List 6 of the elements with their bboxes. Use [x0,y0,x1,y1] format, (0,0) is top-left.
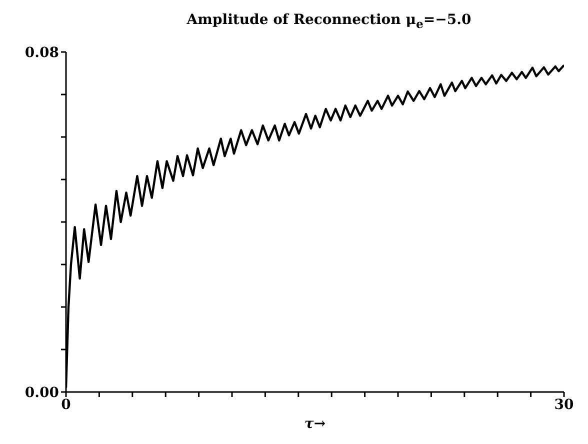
x-tick-label: 30 [554,396,574,413]
y-tick-label: 0.00 [24,384,60,401]
chart-title: Amplitude of Reconnection μ$_{e}$=−5.0 [186,11,472,32]
y-tick-label: 0.08 [24,44,59,61]
x-axis-title: τ→ [304,416,326,432]
x-tick-label: 0 [61,396,72,413]
